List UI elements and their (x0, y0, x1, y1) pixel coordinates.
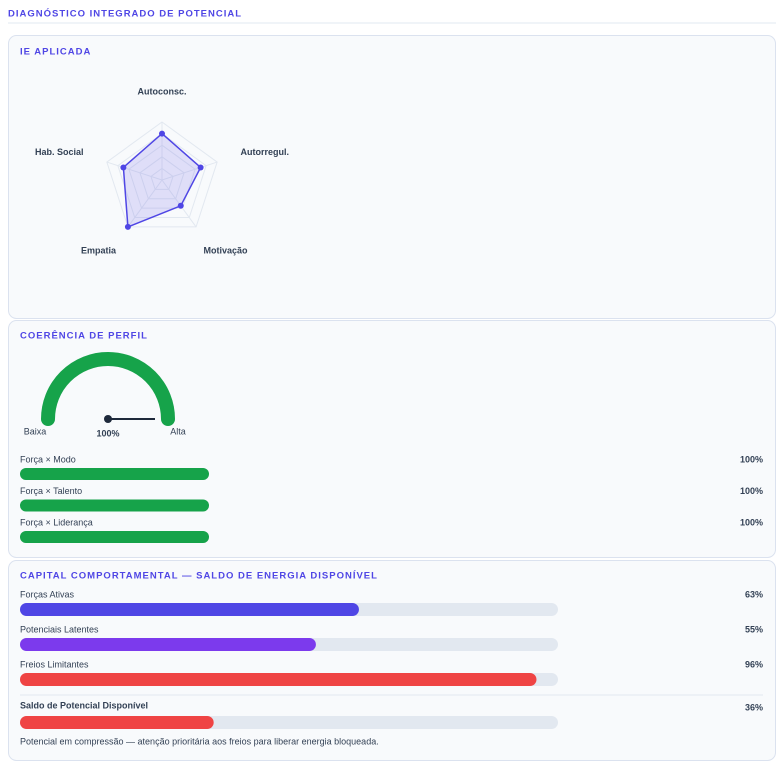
radar-point (124, 223, 131, 230)
bar-label: Força × Liderança (20, 517, 93, 527)
gauge-arc (41, 352, 175, 426)
radar-label: Motivação (203, 246, 248, 256)
section-title: CAPITAL COMPORTAMENTAL — SALDO DE ENERGI… (20, 571, 378, 582)
radar-point (197, 164, 204, 171)
radar-label: Empatia (81, 246, 117, 256)
radar-spoke (127, 179, 163, 228)
bar-label: Potenciais Latentes (20, 624, 99, 634)
bar-value: 100% (740, 517, 763, 527)
section-title: IE APLICADA (20, 47, 91, 58)
gauge-value: 100% (96, 428, 119, 438)
bar-value: 55% (745, 624, 763, 634)
radar-ring (139, 156, 185, 200)
bar (20, 716, 214, 729)
bar (20, 638, 316, 651)
bar-label: Forças Ativas (20, 589, 75, 599)
section-title: COERÊNCIA DE PERFIL (20, 330, 148, 342)
radar-label: Hab. Social (35, 147, 84, 157)
panel (8, 560, 776, 761)
panel (8, 35, 776, 319)
panel (8, 320, 776, 558)
bar-label: Força × Modo (20, 454, 76, 464)
radar-point (120, 164, 127, 171)
page-title: DIAGNÓSTICO INTEGRADO DE POTENCIAL (8, 8, 242, 20)
radar-ring (150, 167, 174, 190)
bar (20, 673, 537, 686)
radar-ring (128, 144, 196, 209)
radar-ring (106, 121, 218, 228)
bar-label: Freios Limitantes (20, 659, 89, 669)
note: Potencial em compressão — atenção priori… (20, 736, 379, 746)
gauge-low: Baixa (24, 426, 47, 436)
radar-point (159, 130, 165, 137)
radar-spoke (106, 161, 163, 181)
bar-value: 96% (745, 659, 763, 669)
radar-ring (117, 132, 207, 219)
balance-value: 36% (745, 702, 763, 712)
bar-value: 100% (740, 486, 763, 496)
bar (20, 499, 209, 512)
bar-label: Força × Talento (20, 486, 82, 496)
radar-label: Autorregul. (240, 147, 289, 157)
radar-point (177, 202, 184, 209)
bar (20, 468, 209, 480)
bar-value: 63% (745, 589, 763, 599)
gauge-hub (104, 415, 112, 423)
balance-label: Saldo de Potencial Disponível (20, 700, 148, 710)
bar (20, 603, 359, 616)
bar (20, 531, 209, 543)
radar-label: Autoconsc. (137, 86, 186, 96)
radar-spoke (161, 161, 218, 181)
bar-value: 100% (740, 454, 763, 464)
gauge-high: Alta (170, 426, 186, 436)
